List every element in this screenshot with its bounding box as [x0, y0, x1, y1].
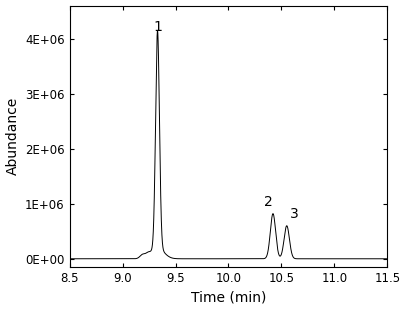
Text: 3: 3	[289, 207, 298, 221]
Text: 2: 2	[264, 195, 273, 209]
Y-axis label: Abundance: Abundance	[6, 97, 19, 175]
X-axis label: Time (min): Time (min)	[190, 290, 266, 304]
Text: 1: 1	[153, 20, 162, 34]
